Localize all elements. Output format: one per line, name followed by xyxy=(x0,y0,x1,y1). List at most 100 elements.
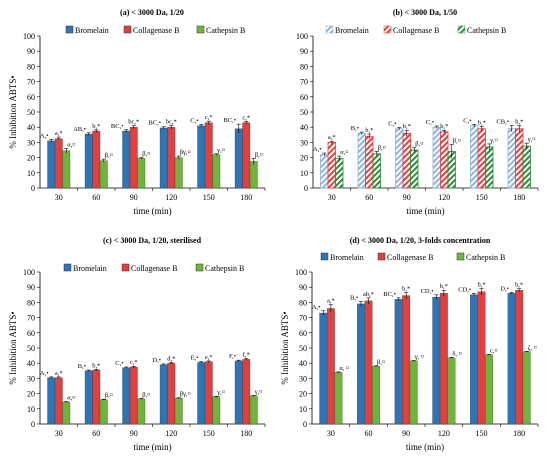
bar-bromelain xyxy=(470,294,478,425)
x-tick-label: 150 xyxy=(203,429,215,438)
significance-label: b,* xyxy=(477,282,485,289)
legend-swatch xyxy=(63,263,72,272)
significance-label: b,* xyxy=(365,127,373,134)
legend-entry: Bromelain xyxy=(73,264,107,273)
significance-label: c,* xyxy=(205,114,213,121)
significance-label: D,• xyxy=(152,357,161,364)
significance-label: C,• xyxy=(426,119,434,126)
significance-label: D,• xyxy=(500,286,509,293)
significance-label: A,• xyxy=(40,132,49,139)
significance-label: βγ,¤ xyxy=(180,391,191,398)
bar-collagenase-b xyxy=(440,131,449,189)
significance-label: bc,* xyxy=(166,118,177,125)
significance-label: B,• xyxy=(351,125,359,132)
significance-label: a,* xyxy=(327,298,335,305)
bar-bromelain xyxy=(432,296,441,425)
y-tick-label: 30 xyxy=(300,138,308,147)
y-tick-label: 10 xyxy=(300,169,308,178)
bar-collagenase-b xyxy=(364,300,373,425)
bar-cathepsin-b xyxy=(249,161,258,189)
bar-collagenase-b xyxy=(92,369,101,425)
y-axis-label: % Inhibition ABTS• xyxy=(8,75,18,148)
significance-label: b,* xyxy=(92,362,100,369)
legend-entry: Bromelain xyxy=(335,26,369,35)
chart-panel-b: (b) < 3000 Da, 1/50 0 10 20 30 40 50 60 70 80 90 10… xyxy=(296,8,539,216)
chart-panel-c: (c) < 3000 Da, 1/20, sterilised 0 10 20 30 40… xyxy=(8,236,266,452)
bar-bromelain xyxy=(507,293,516,425)
x-tick-label: 60 xyxy=(365,193,373,202)
legend-swatch xyxy=(457,25,466,34)
bar-bromelain xyxy=(432,126,441,189)
y-tick-label: 70 xyxy=(300,78,308,87)
x-tick-label: 60 xyxy=(92,429,100,438)
legend-swatch xyxy=(196,25,205,34)
bar-cathepsin-b xyxy=(174,398,183,425)
x-tick-label: 90 xyxy=(130,429,138,438)
bar-collagenase-b xyxy=(402,132,411,189)
y-tick-label: 100 xyxy=(296,32,308,41)
legend-swatch xyxy=(121,263,130,272)
significance-label: b,* xyxy=(515,282,523,289)
x-axis-label: time (min) xyxy=(406,442,444,452)
bar-collagenase-b xyxy=(167,363,176,425)
bar-cathepsin-b xyxy=(485,354,493,425)
significance-label: β,¤ xyxy=(105,152,113,159)
x-axis-label: time (min) xyxy=(133,206,171,216)
chart-title: (a) < 3000 Da, 1/20 xyxy=(120,8,184,17)
significance-label: δ, ¤ xyxy=(452,350,462,357)
y-tick-label: 20 xyxy=(27,390,35,399)
y-tick-label: 0 xyxy=(31,420,35,429)
bar-bromelain xyxy=(234,128,243,189)
bar-cathepsin-b xyxy=(137,398,146,425)
x-axis-label: time (min) xyxy=(406,206,444,216)
significance-label: β,¤ xyxy=(377,359,385,366)
significance-label: β,¤ xyxy=(142,391,150,398)
y-tick-label: 50 xyxy=(299,344,307,353)
significance-label: β,¤ xyxy=(378,145,386,152)
y-tick-label: 10 xyxy=(27,169,35,178)
legend-entry: Collagenase B xyxy=(131,264,177,273)
y-tick-label: 70 xyxy=(299,314,307,323)
significance-label: γ,¤ xyxy=(216,389,225,396)
significance-label: γ,¤ xyxy=(489,137,498,144)
y-tick-label: 20 xyxy=(299,390,307,399)
y-tick-label: 70 xyxy=(27,78,35,87)
bar-cathepsin-b xyxy=(522,351,531,425)
bar-collagenase-b xyxy=(167,127,176,189)
significance-label: B,• xyxy=(350,295,358,302)
significance-label: CD,• xyxy=(458,286,471,293)
bar-bromelain xyxy=(47,140,56,189)
y-tick-label: 50 xyxy=(300,108,308,117)
bar-bromelain xyxy=(395,128,404,189)
y-tick-label: 60 xyxy=(299,329,307,338)
y-tick-label: 80 xyxy=(299,298,307,307)
bar-bromelain xyxy=(159,127,168,189)
legend-entry: Bromelain xyxy=(330,253,364,262)
y-tick-label: 0 xyxy=(31,184,35,193)
x-tick-label: 180 xyxy=(240,193,252,202)
legend-entry: Collagenase B xyxy=(133,26,179,35)
bar-bromelain xyxy=(507,128,516,189)
x-tick-label: 180 xyxy=(513,429,525,438)
significance-label: d,* xyxy=(167,355,175,362)
legend-swatch xyxy=(320,252,329,261)
x-tick-label: 150 xyxy=(476,193,488,202)
x-tick-label: 120 xyxy=(438,429,450,438)
significance-label: C,• xyxy=(190,117,198,124)
x-axis-label: time (min) xyxy=(133,442,171,452)
bar-collagenase-b xyxy=(402,295,411,425)
bar-collagenase-b xyxy=(515,290,524,425)
legend-swatch xyxy=(195,263,204,272)
y-tick-label: 50 xyxy=(27,108,35,117)
bar-bromelain xyxy=(197,125,206,189)
bar-collagenase-b xyxy=(327,141,336,189)
significance-label: b,* xyxy=(402,286,410,293)
bar-cathepsin-b xyxy=(409,360,418,425)
bar-cathepsin-b xyxy=(447,357,456,425)
y-tick-label: 30 xyxy=(27,374,35,383)
y-tick-label: 90 xyxy=(300,47,308,56)
significance-label: A,• xyxy=(312,304,321,311)
significance-label: C,• xyxy=(115,360,123,367)
x-tick-label: 180 xyxy=(513,193,525,202)
